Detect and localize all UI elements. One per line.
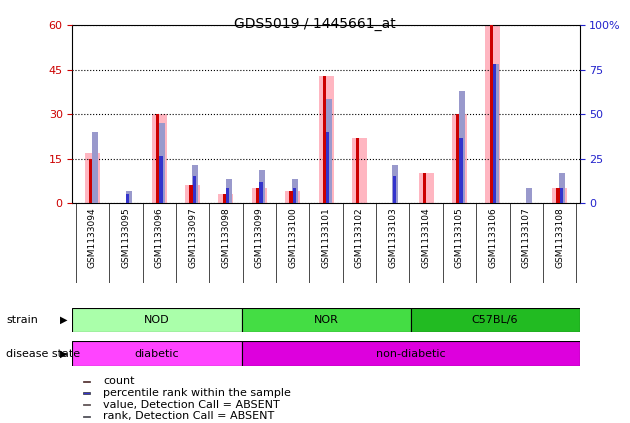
Text: GSM1133097: GSM1133097 — [188, 207, 197, 268]
Bar — [193, 176, 196, 203]
Text: non-diabetic: non-diabetic — [375, 349, 445, 359]
Text: GSM1133094: GSM1133094 — [88, 207, 97, 268]
Bar — [192, 165, 198, 203]
Text: diabetic: diabetic — [135, 349, 180, 359]
Text: ▶: ▶ — [60, 349, 67, 359]
Bar — [222, 194, 226, 203]
Bar — [326, 132, 329, 203]
Bar — [459, 91, 465, 203]
Bar — [241, 308, 411, 332]
Bar — [83, 416, 90, 417]
Bar — [323, 76, 326, 203]
Bar — [319, 76, 333, 203]
Bar — [259, 170, 265, 203]
Bar — [83, 393, 90, 394]
Bar — [85, 153, 100, 203]
Text: ▶: ▶ — [60, 315, 67, 325]
Bar — [285, 191, 300, 203]
Bar — [92, 132, 98, 203]
Bar — [256, 188, 260, 203]
Text: disease state: disease state — [6, 349, 81, 359]
Bar — [159, 123, 165, 203]
Text: GSM1133099: GSM1133099 — [255, 207, 264, 268]
Text: GSM1133105: GSM1133105 — [455, 207, 464, 268]
Text: GSM1133104: GSM1133104 — [421, 207, 431, 268]
Text: GSM1133106: GSM1133106 — [488, 207, 497, 268]
Bar — [493, 64, 496, 203]
Text: count: count — [103, 376, 134, 386]
Bar — [241, 341, 580, 366]
Bar — [126, 194, 129, 203]
Bar — [219, 194, 234, 203]
Bar — [485, 25, 500, 203]
Bar — [418, 173, 433, 203]
Bar — [356, 138, 359, 203]
Bar — [185, 185, 200, 203]
Bar — [226, 188, 229, 203]
Bar — [556, 188, 559, 203]
Bar — [83, 404, 90, 405]
Bar — [152, 114, 167, 203]
Bar — [293, 188, 296, 203]
Bar — [459, 138, 463, 203]
Text: GSM1133108: GSM1133108 — [555, 207, 564, 268]
Text: GDS5019 / 1445661_at: GDS5019 / 1445661_at — [234, 17, 396, 31]
Text: percentile rank within the sample: percentile rank within the sample — [103, 388, 291, 398]
Bar — [125, 191, 132, 203]
Bar — [352, 138, 367, 203]
Bar — [189, 185, 193, 203]
Bar — [83, 381, 90, 382]
Bar — [292, 179, 299, 203]
Bar — [456, 114, 459, 203]
Bar — [260, 182, 263, 203]
Text: rank, Detection Call = ABSENT: rank, Detection Call = ABSENT — [103, 412, 274, 421]
Bar — [559, 173, 565, 203]
Text: GSM1133096: GSM1133096 — [155, 207, 164, 268]
Text: GSM1133101: GSM1133101 — [321, 207, 331, 268]
Bar — [156, 114, 159, 203]
Text: GSM1133095: GSM1133095 — [122, 207, 130, 268]
Bar — [490, 25, 493, 203]
Bar — [326, 99, 332, 203]
Bar — [526, 188, 532, 203]
Text: GSM1133098: GSM1133098 — [221, 207, 231, 268]
Bar — [72, 341, 241, 366]
Bar — [493, 64, 498, 203]
Bar — [452, 114, 467, 203]
Text: strain: strain — [6, 315, 38, 325]
Bar — [392, 176, 396, 203]
Bar — [559, 188, 563, 203]
Text: C57BL/6: C57BL/6 — [472, 315, 518, 325]
Text: GSM1133102: GSM1133102 — [355, 207, 364, 268]
Bar — [72, 308, 241, 332]
Bar — [289, 191, 293, 203]
Text: NOD: NOD — [144, 315, 170, 325]
Bar — [89, 159, 93, 203]
Bar — [392, 165, 398, 203]
Bar — [423, 173, 426, 203]
Bar — [226, 179, 232, 203]
Bar — [552, 188, 567, 203]
Text: GSM1133100: GSM1133100 — [288, 207, 297, 268]
Bar — [411, 308, 580, 332]
Text: GSM1133103: GSM1133103 — [388, 207, 398, 268]
Bar — [159, 156, 163, 203]
Text: GSM1133107: GSM1133107 — [522, 207, 530, 268]
Bar — [252, 188, 266, 203]
Text: NOR: NOR — [314, 315, 338, 325]
Text: value, Detection Call = ABSENT: value, Detection Call = ABSENT — [103, 400, 280, 410]
